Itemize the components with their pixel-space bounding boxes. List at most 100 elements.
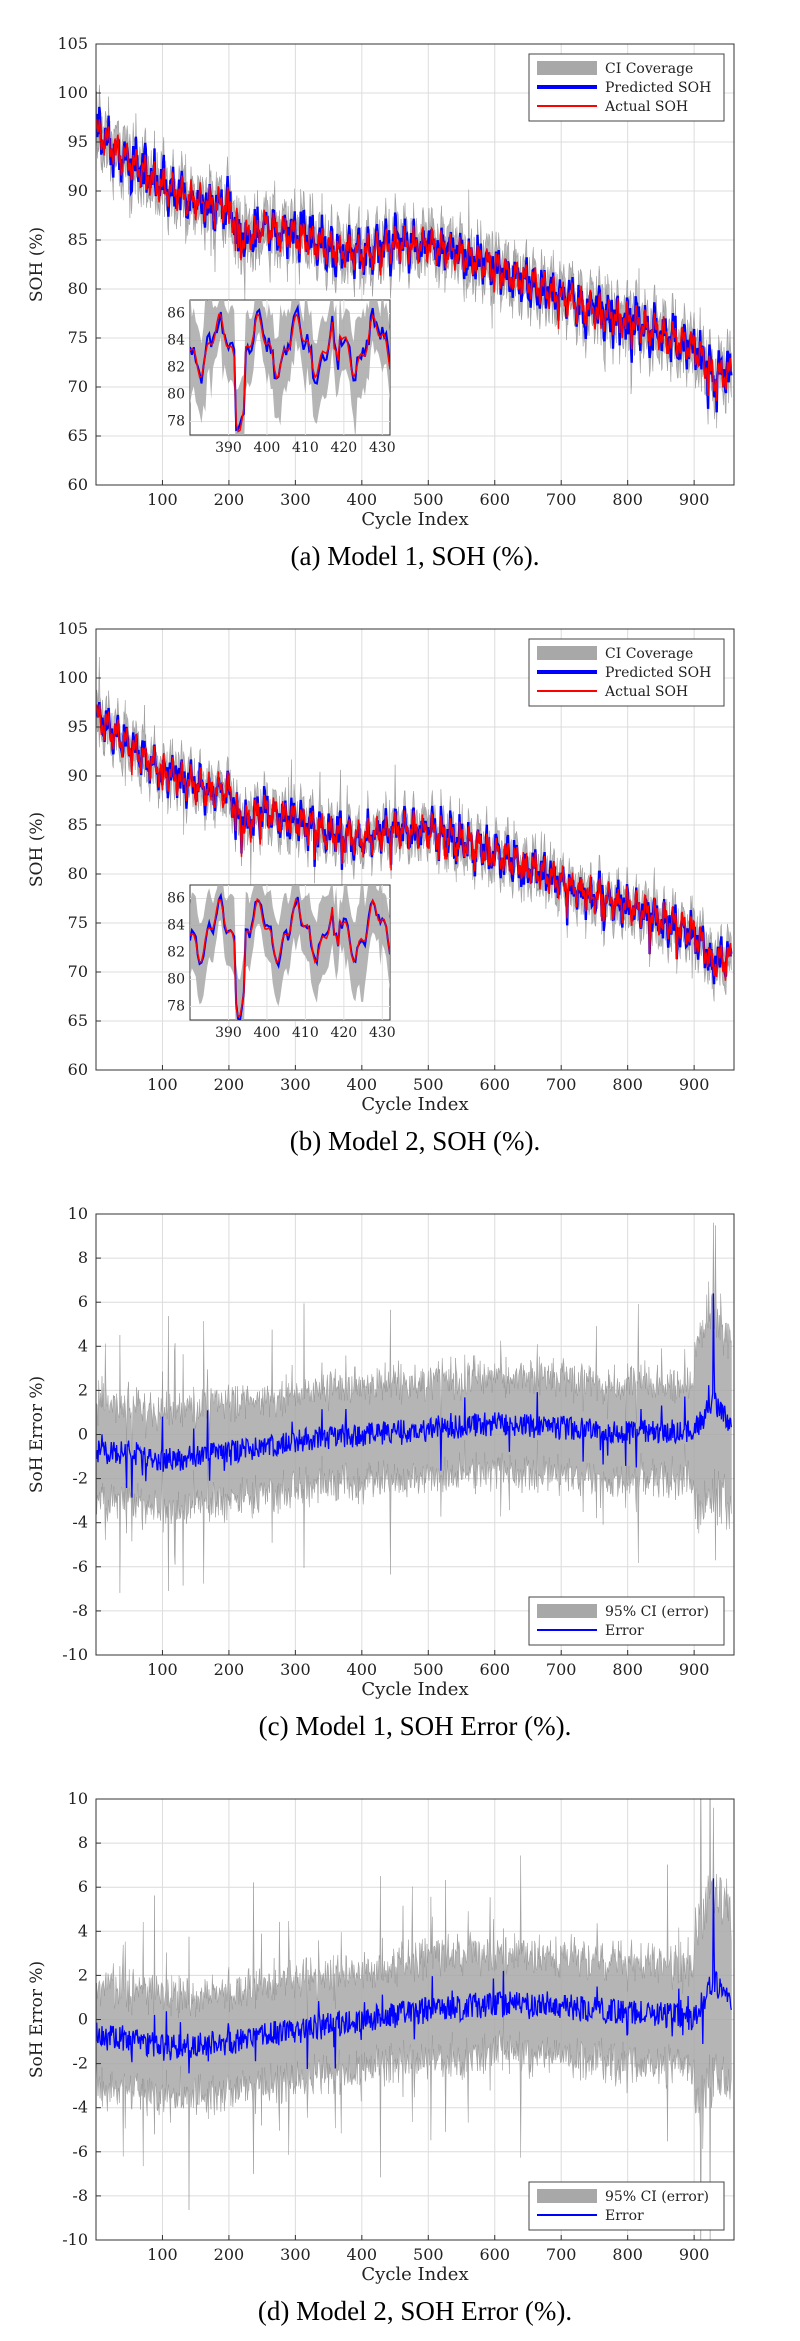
x-tick-label: 300 [280, 2245, 311, 2264]
x-tick-label: 900 [679, 1075, 710, 1094]
inset-y-tick-label: 82 [167, 945, 185, 961]
y-tick-label: 90 [68, 766, 88, 785]
x-tick-label: 100 [147, 1075, 178, 1094]
inset-actual-line [190, 897, 390, 1018]
y-tick-label: -8 [72, 1601, 88, 1620]
inset-y-tick-label: 84 [167, 918, 185, 934]
x-tick-label: 800 [612, 2245, 643, 2264]
inset-y-tick-label: 84 [167, 333, 185, 349]
y-tick-label: 95 [68, 132, 88, 151]
y-tick-label: 10 [68, 1789, 88, 1808]
legend-label: Actual SOH [604, 684, 688, 700]
legend-label: Predicted SOH [605, 80, 711, 96]
inset-ci-band [190, 300, 390, 435]
x-tick-label: 600 [479, 2245, 510, 2264]
caption: (a) Model 1, SOH (%). [291, 541, 540, 571]
x-tick-label: 400 [347, 490, 378, 509]
x-axis-label: Cycle Index [361, 1094, 468, 1115]
ci-band [96, 84, 732, 429]
x-axis-label: Cycle Index [361, 2264, 468, 2285]
caption: (c) Model 1, SOH Error (%). [259, 1711, 572, 1741]
legend-label: CI Coverage [605, 61, 693, 77]
x-tick-label: 800 [612, 1660, 643, 1679]
x-tick-label: 800 [612, 490, 643, 509]
x-tick-label: 100 [147, 1660, 178, 1679]
inset-x-tick-label: 430 [369, 440, 396, 456]
y-tick-label: 8 [78, 1248, 88, 1267]
y-tick-label: 100 [57, 668, 88, 687]
x-tick-label: 300 [280, 1075, 311, 1094]
y-tick-label: 85 [68, 815, 88, 834]
axes-box [95, 43, 735, 486]
y-tick-label: 6 [78, 1877, 88, 1896]
y-tick-label: 4 [78, 1921, 88, 1940]
legend-label: Actual SOH [604, 99, 688, 115]
inset-x-tick-label: 400 [254, 440, 281, 456]
tick-labels: 100 200 300 400 500 600 700 800 900 60 65 70 75 80 85 9… [57, 34, 709, 509]
data-layer [96, 1799, 732, 2240]
caption: (b) Model 2, SOH (%). [290, 1126, 540, 1156]
inset-x-tick-label: 410 [292, 1025, 319, 1041]
inset-x-tick-label: 400 [254, 1025, 281, 1041]
y-tick-label: 75 [68, 913, 88, 932]
x-tick-label: 900 [679, 2245, 710, 2264]
x-tick-label: 800 [612, 1075, 643, 1094]
y-axis-label: SoH Error %) [27, 1376, 47, 1493]
x-tick-label: 200 [214, 1075, 245, 1094]
inset-x-tick-label: 410 [292, 440, 319, 456]
x-tick-label: 600 [479, 1075, 510, 1094]
legend-swatch [537, 646, 597, 660]
y-tick-label: 90 [68, 181, 88, 200]
x-tick-label: 200 [214, 2245, 245, 2264]
legend-swatch [537, 61, 597, 75]
y-tick-label: 75 [68, 328, 88, 347]
chart-svg-d: 100 200 300 400 500 600 700 800 900 -10 -8 -6 -4 -2 0 2… [27, 1789, 735, 2326]
x-tick-label: 200 [214, 490, 245, 509]
x-tick-label: 100 [147, 2245, 178, 2264]
chart-svg-c: 100 200 300 400 500 600 700 800 900 -10 -8 -6 -4 -2 0 2… [27, 1204, 735, 1741]
y-tick-label: 8 [78, 1833, 88, 1852]
y-tick-label: -10 [62, 1645, 88, 1664]
x-tick-label: 600 [479, 1660, 510, 1679]
chart-panel-c: 100 200 300 400 500 600 700 800 900 -10 -8 -6 -4 -2 0 2… [0, 1170, 800, 1755]
inset-zoom: 390 400 410 420 430 78 80 82 84 86 [167, 299, 396, 456]
inset-x-tick-label: 390 [215, 1025, 242, 1041]
inset-y-tick-label: 82 [167, 360, 185, 376]
y-axis-label: SoH Error %) [27, 1961, 47, 2078]
y-tick-label: 10 [68, 1204, 88, 1223]
y-tick-label: -4 [72, 1513, 88, 1532]
axes-box [95, 628, 735, 1071]
x-tick-label: 300 [280, 490, 311, 509]
y-tick-label: 105 [57, 34, 88, 53]
x-tick-label: 500 [413, 490, 444, 509]
legend-label: 95% CI (error) [605, 2189, 709, 2205]
chart-panel-b: 100 200 300 400 500 600 700 800 900 60 65 70 75 80 85 9… [0, 585, 800, 1170]
x-axis-label: Cycle Index [361, 509, 468, 530]
x-tick-label: 600 [479, 490, 510, 509]
inset-y-tick-label: 86 [167, 306, 185, 322]
inset-y-tick-label: 86 [167, 891, 185, 907]
legend-swatch [537, 1604, 597, 1618]
x-tick-label: 700 [546, 1660, 577, 1679]
chart-panel-d: 100 200 300 400 500 600 700 800 900 -10 -8 -6 -4 -2 0 2… [0, 1755, 800, 2340]
x-tick-label: 500 [413, 1660, 444, 1679]
legend: CI Coverage Predicted SOH Actual SOH [528, 638, 725, 707]
y-tick-label: 0 [78, 2010, 88, 2029]
x-tick-label: 700 [546, 1075, 577, 1094]
x-tick-label: 700 [546, 490, 577, 509]
x-tick-label: 700 [546, 2245, 577, 2264]
legend-label: Error [605, 2208, 644, 2224]
y-tick-label: -6 [72, 2142, 88, 2161]
y-tick-label: -2 [72, 2054, 88, 2073]
legend-label: CI Coverage [605, 646, 693, 662]
inset-actual-line [190, 312, 390, 433]
tick-labels: 100 200 300 400 500 600 700 800 900 -10 -8 -6 -4 -2 0 2… [62, 1204, 709, 1679]
y-tick-label: 80 [68, 864, 88, 883]
data-layer [96, 1222, 732, 1593]
legend-label: Error [605, 1623, 644, 1639]
y-tick-label: -10 [62, 2230, 88, 2249]
x-tick-label: 500 [413, 1075, 444, 1094]
inset-y-tick-label: 78 [167, 999, 185, 1015]
legend: 95% CI (error) Error [528, 2181, 725, 2231]
